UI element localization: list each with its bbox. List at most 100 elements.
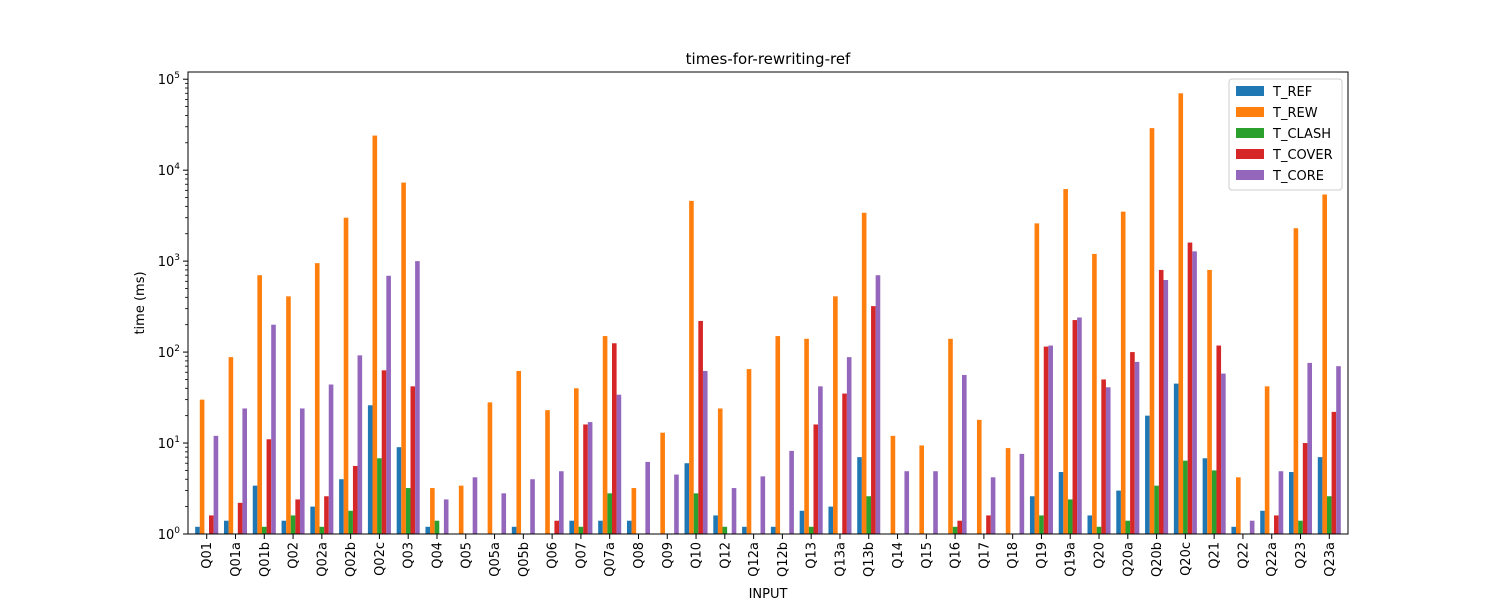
x-tick-label: Q01 [200, 542, 215, 569]
bar-t-core-q17 [990, 477, 996, 534]
bar-t-rew-q08 [631, 488, 637, 534]
bar-t-ref-q02c [367, 405, 373, 534]
bar-t-clash-q13 [808, 526, 814, 534]
bar-t-clash-q19a [1067, 499, 1073, 534]
x-axis: Q01 Q01a Q01b Q02 Q02a Q02b Q02c Q03 Q04 Q05 Q05a Q… [200, 534, 1338, 577]
legend-label: T_CLASH [1272, 127, 1331, 142]
legend-swatch [1236, 170, 1264, 180]
bar-t-cover-q23 [1302, 443, 1308, 534]
bar-t-rew-q12 [717, 408, 723, 534]
bar-t-core-q22a [1278, 471, 1284, 534]
bar-t-clash-q21 [1211, 470, 1217, 534]
x-tick-label: Q23 [1294, 542, 1309, 569]
bar-t-ref-q01b [252, 485, 258, 534]
bar-t-clash-q12 [722, 526, 728, 534]
bar-t-rew-q05a [487, 402, 493, 534]
bar-t-ref-q20b [1145, 415, 1150, 534]
bar-t-clash-q07a [607, 493, 612, 534]
x-tick-label: Q20 [1093, 542, 1108, 569]
bar-t-core-q02c [386, 275, 391, 534]
bar-t-cover-q19 [1043, 346, 1049, 534]
bar-t-cover-q01b [266, 439, 272, 534]
bar-t-cover-q20 [1101, 379, 1106, 534]
x-tick-label: Q06 [546, 542, 561, 569]
bar-t-ref-q23 [1288, 472, 1294, 534]
bar-t-core-q05 [472, 477, 478, 534]
bar-t-cover-q20a [1130, 352, 1135, 534]
bar-t-cover-q13 [813, 424, 819, 534]
bar-t-rew-q22a [1264, 386, 1270, 534]
bar-t-rew-q19 [1034, 223, 1040, 534]
x-tick-label: Q05b [517, 542, 532, 577]
bar-t-ref-q19 [1029, 496, 1035, 534]
x-tick-label: Q14 [891, 542, 906, 569]
x-tick-label: Q10 [690, 542, 705, 569]
bar-t-cover-q02b [352, 465, 358, 534]
x-tick-label: Q07 [574, 542, 589, 569]
legend-swatch [1236, 149, 1264, 159]
bar-t-ref-q20 [1087, 515, 1093, 534]
bar-t-cover-q02c [381, 370, 387, 534]
legend-label: T_CORE [1272, 169, 1324, 184]
bar-t-ref-q02 [281, 520, 287, 534]
bar-t-core-q15 [933, 471, 938, 534]
x-tick-label: Q12a [747, 542, 762, 577]
bar-t-ref-q21 [1202, 458, 1208, 534]
bar-t-ref-q20c [1173, 383, 1179, 534]
x-tick-label: Q20b [1150, 542, 1165, 577]
bar-t-clash-q04 [434, 520, 440, 534]
bar-t-ref-q08 [626, 520, 632, 534]
y-tick-label: 102 [158, 344, 180, 361]
bar-t-core-q22 [1249, 520, 1255, 534]
x-tick-label: Q02c [373, 542, 388, 576]
bar-t-core-q10 [702, 370, 708, 534]
bar-t-cover-q10 [698, 320, 703, 534]
bar-t-rew-q23a [1322, 194, 1327, 534]
x-tick-label: Q12b [776, 542, 791, 577]
x-tick-label: Q02 [287, 542, 302, 569]
bar-t-cover-q01a [237, 502, 243, 534]
bar-t-ref-q05b [511, 526, 517, 534]
bar-t-clash-q16 [952, 526, 958, 534]
x-tick-label: Q04 [430, 542, 445, 569]
bar-t-rew-q15 [919, 445, 925, 534]
bar-t-ref-q03 [396, 447, 402, 534]
bar-t-rew-q22 [1236, 477, 1241, 534]
bar-t-rew-q13b [861, 212, 867, 534]
x-tick-label: Q13 [805, 542, 820, 569]
x-tick-label: Q20a [1121, 542, 1136, 577]
x-tick-label: Q22a [1265, 542, 1280, 577]
bar-t-clash-q01b [261, 526, 267, 534]
bar-t-core-q23a [1336, 366, 1341, 534]
y-axis: 100 101 102 103 104 105 [158, 71, 188, 543]
bar-t-core-q02b [357, 355, 363, 534]
bar-t-core-q13 [818, 386, 823, 534]
bar-t-clash-q02c [377, 458, 382, 534]
bar-t-ref-q07 [569, 520, 574, 534]
bar-t-rew-q13a [833, 296, 838, 534]
x-tick-label: Q19 [1035, 542, 1050, 569]
bar-t-core-q03 [415, 261, 420, 534]
bar-t-ref-q02b [339, 479, 344, 534]
x-axis-label: INPUT [749, 587, 788, 600]
bar-t-core-q01a [242, 408, 248, 534]
bar-t-core-q01b [271, 324, 276, 534]
bar-t-clash-q20a [1125, 520, 1131, 534]
x-tick-label: Q02b [344, 542, 359, 577]
x-tick-label: Q20c [1179, 542, 1194, 576]
bar-t-ref-q01a [223, 520, 229, 534]
bar-t-cover-q02a [324, 496, 329, 534]
y-tick-label: 101 [158, 435, 180, 452]
bars-layer [195, 93, 1341, 535]
bar-t-rew-q05b [516, 370, 522, 534]
bar-t-cover-q02 [295, 499, 300, 534]
bar-t-core-q05b [530, 479, 535, 534]
bar-t-rew-q21 [1207, 269, 1212, 534]
bar-t-clash-q13b [866, 496, 872, 534]
bar-t-rew-q12b [775, 336, 781, 534]
bar-t-core-q13a [846, 357, 852, 534]
legend-swatch [1236, 128, 1264, 138]
bar-t-ref-q23a [1317, 457, 1323, 534]
bar-t-rew-q02c [372, 135, 378, 534]
